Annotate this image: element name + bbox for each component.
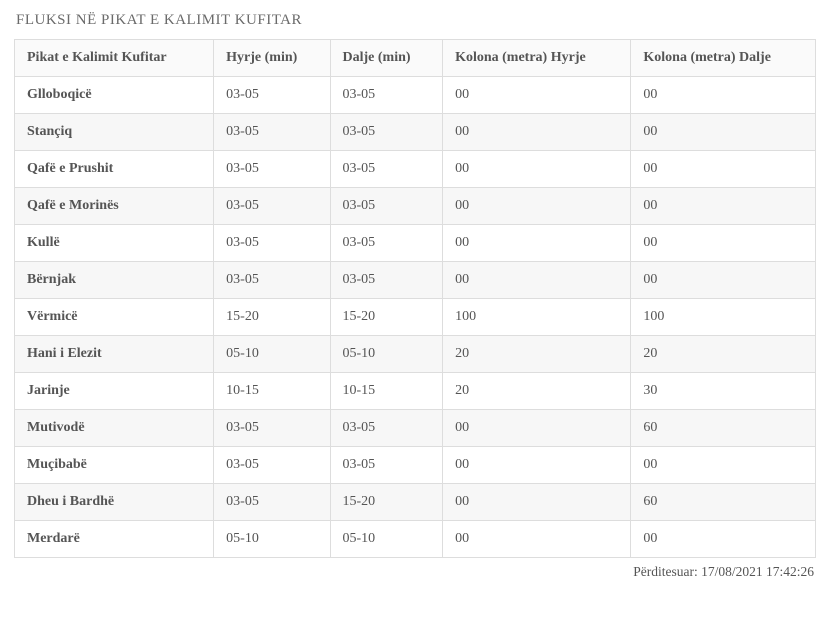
cell-name: Qafë e Prushit bbox=[15, 151, 214, 188]
cell-out: 03-05 bbox=[330, 77, 443, 114]
cell-name: Hani i Elezit bbox=[15, 336, 214, 373]
cell-in: 03-05 bbox=[214, 225, 330, 262]
cell-out: 05-10 bbox=[330, 521, 443, 558]
table-row: Mutivodë03-0503-050060 bbox=[15, 410, 816, 447]
cell-in: 03-05 bbox=[214, 262, 330, 299]
cell-out: 10-15 bbox=[330, 373, 443, 410]
cell-name: Bërnjak bbox=[15, 262, 214, 299]
cell-colIn: 20 bbox=[443, 373, 631, 410]
cell-colIn: 00 bbox=[443, 151, 631, 188]
cell-name: Glloboqicë bbox=[15, 77, 214, 114]
cell-colOut: 60 bbox=[631, 410, 816, 447]
cell-in: 03-05 bbox=[214, 77, 330, 114]
cell-name: Muçibabë bbox=[15, 447, 214, 484]
cell-in: 10-15 bbox=[214, 373, 330, 410]
cell-colIn: 00 bbox=[443, 188, 631, 225]
col-kolona-hyrje: Kolona (metra) Hyrje bbox=[443, 40, 631, 77]
cell-name: Jarinje bbox=[15, 373, 214, 410]
cell-colOut: 00 bbox=[631, 114, 816, 151]
cell-colOut: 60 bbox=[631, 484, 816, 521]
table-row: Qafë e Morinës03-0503-050000 bbox=[15, 188, 816, 225]
table-row: Kullë03-0503-050000 bbox=[15, 225, 816, 262]
cell-in: 03-05 bbox=[214, 410, 330, 447]
cell-in: 05-10 bbox=[214, 521, 330, 558]
cell-colOut: 30 bbox=[631, 373, 816, 410]
cell-colIn: 00 bbox=[443, 77, 631, 114]
cell-colOut: 00 bbox=[631, 262, 816, 299]
updated-timestamp: Përditesuar: 17/08/2021 17:42:26 bbox=[14, 564, 816, 580]
table-row: Vërmicë15-2015-20100100 bbox=[15, 299, 816, 336]
cell-out: 03-05 bbox=[330, 188, 443, 225]
table-header-row: Pikat e Kalimit Kufitar Hyrje (min) Dalj… bbox=[15, 40, 816, 77]
cell-colIn: 00 bbox=[443, 114, 631, 151]
table-row: Bërnjak03-0503-050000 bbox=[15, 262, 816, 299]
cell-in: 03-05 bbox=[214, 484, 330, 521]
cell-name: Dheu i Bardhë bbox=[15, 484, 214, 521]
col-pika: Pikat e Kalimit Kufitar bbox=[15, 40, 214, 77]
cell-out: 03-05 bbox=[330, 447, 443, 484]
cell-name: Qafë e Morinës bbox=[15, 188, 214, 225]
cell-colOut: 00 bbox=[631, 447, 816, 484]
cell-colOut: 20 bbox=[631, 336, 816, 373]
table-row: Qafë e Prushit03-0503-050000 bbox=[15, 151, 816, 188]
cell-colOut: 00 bbox=[631, 521, 816, 558]
col-kolona-dalje: Kolona (metra) Dalje bbox=[631, 40, 816, 77]
cell-name: Merdarë bbox=[15, 521, 214, 558]
table-row: Muçibabë03-0503-050000 bbox=[15, 447, 816, 484]
cell-colIn: 20 bbox=[443, 336, 631, 373]
cell-out: 03-05 bbox=[330, 225, 443, 262]
cell-in: 03-05 bbox=[214, 114, 330, 151]
table-row: Stançiq03-0503-050000 bbox=[15, 114, 816, 151]
table-row: Jarinje10-1510-152030 bbox=[15, 373, 816, 410]
table-row: Merdarë05-1005-100000 bbox=[15, 521, 816, 558]
updated-value: 17/08/2021 17:42:26 bbox=[701, 564, 814, 579]
cell-out: 03-05 bbox=[330, 114, 443, 151]
cell-colIn: 00 bbox=[443, 521, 631, 558]
cell-out: 03-05 bbox=[330, 410, 443, 447]
cell-name: Stançiq bbox=[15, 114, 214, 151]
border-crossing-table: Pikat e Kalimit Kufitar Hyrje (min) Dalj… bbox=[14, 39, 816, 558]
cell-out: 15-20 bbox=[330, 484, 443, 521]
cell-out: 03-05 bbox=[330, 151, 443, 188]
table-row: Hani i Elezit05-1005-102020 bbox=[15, 336, 816, 373]
cell-colIn: 00 bbox=[443, 410, 631, 447]
cell-name: Kullë bbox=[15, 225, 214, 262]
table-row: Glloboqicë03-0503-050000 bbox=[15, 77, 816, 114]
cell-colOut: 00 bbox=[631, 225, 816, 262]
cell-name: Mutivodë bbox=[15, 410, 214, 447]
cell-colOut: 00 bbox=[631, 77, 816, 114]
cell-colOut: 100 bbox=[631, 299, 816, 336]
cell-colIn: 00 bbox=[443, 484, 631, 521]
cell-in: 05-10 bbox=[214, 336, 330, 373]
cell-colIn: 00 bbox=[443, 262, 631, 299]
updated-label: Përditesuar: bbox=[633, 564, 697, 579]
col-hyrje: Hyrje (min) bbox=[214, 40, 330, 77]
table-row: Dheu i Bardhë03-0515-200060 bbox=[15, 484, 816, 521]
cell-in: 15-20 bbox=[214, 299, 330, 336]
cell-colIn: 100 bbox=[443, 299, 631, 336]
cell-colOut: 00 bbox=[631, 151, 816, 188]
cell-colIn: 00 bbox=[443, 225, 631, 262]
cell-in: 03-05 bbox=[214, 188, 330, 225]
cell-out: 05-10 bbox=[330, 336, 443, 373]
cell-in: 03-05 bbox=[214, 151, 330, 188]
cell-colOut: 00 bbox=[631, 188, 816, 225]
col-dalje: Dalje (min) bbox=[330, 40, 443, 77]
page-title: FLUKSI NË PIKAT E KALIMIT KUFITAR bbox=[16, 12, 816, 29]
cell-colIn: 00 bbox=[443, 447, 631, 484]
cell-name: Vërmicë bbox=[15, 299, 214, 336]
cell-in: 03-05 bbox=[214, 447, 330, 484]
cell-out: 03-05 bbox=[330, 262, 443, 299]
cell-out: 15-20 bbox=[330, 299, 443, 336]
